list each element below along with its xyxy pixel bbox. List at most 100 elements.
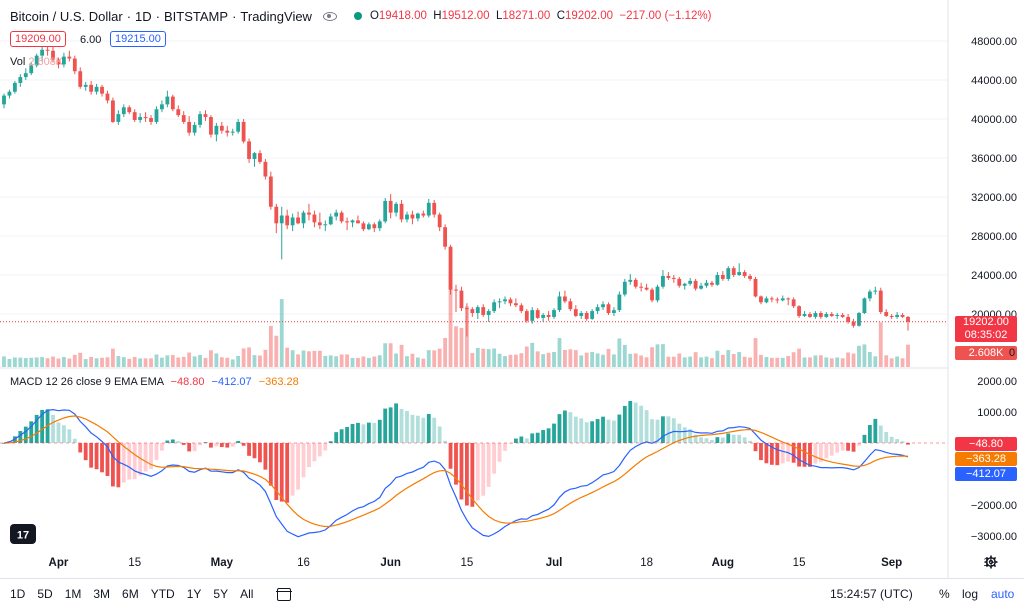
macd-hist-bar: [862, 434, 867, 443]
macd-hist-bar: [791, 443, 796, 463]
volume-bar: [818, 355, 823, 367]
volume-bar: [508, 354, 513, 367]
macd-signal-value: −363.28: [258, 376, 299, 388]
candle: [296, 217, 300, 224]
candle: [187, 121, 192, 133]
volume-bar: [791, 352, 796, 367]
volume-bar: [568, 349, 573, 367]
timeframe-all[interactable]: All: [240, 587, 254, 601]
calendar-range-icon[interactable]: [276, 587, 293, 601]
price-tick-label: 40000.00: [971, 114, 1017, 126]
volume-bar: [650, 347, 654, 367]
time-axis: Apr 15 May 16 Jun 15 Jul 18 Aug 15 Sep 19: [49, 557, 997, 569]
volume-bar: [437, 348, 442, 367]
macd-hist-bar: [644, 410, 649, 443]
macd-hist-bar: [34, 414, 39, 443]
macd-hist-bar: [851, 443, 856, 452]
volume-bar: [198, 354, 202, 367]
candle: [720, 275, 725, 279]
eye-icon[interactable]: [322, 8, 338, 24]
macd-hist-bar: [818, 443, 823, 462]
utc-clock[interactable]: 15:24:57 (UTC): [830, 587, 913, 601]
macd-hist-bar: [497, 443, 502, 462]
volume-bar: [203, 357, 208, 367]
macd-hist-bar: [94, 443, 99, 470]
sell-button[interactable]: 19209.00: [10, 31, 66, 47]
volume-bar: [252, 355, 257, 367]
macd-hist-bar: [541, 430, 546, 443]
candle: [405, 214, 409, 220]
candle: [165, 96, 170, 105]
candle: [323, 224, 328, 226]
timeframe-1d[interactable]: 1D: [10, 587, 26, 601]
candle: [808, 314, 812, 317]
volume-bar: [862, 344, 867, 367]
timeframe-5y[interactable]: 5Y: [213, 587, 229, 601]
volume-bar: [317, 350, 322, 367]
candle: [317, 222, 322, 226]
macd-hist-bar: [475, 443, 480, 501]
macd-hist-bar: [846, 443, 851, 451]
volume-bar: [274, 335, 279, 367]
macd-hist-bar: [481, 443, 486, 496]
timeframe-ytd[interactable]: YTD: [150, 587, 175, 601]
volume-bar: [388, 343, 393, 367]
auto-toggle[interactable]: auto: [991, 587, 1015, 601]
macd-hist-bar: [878, 425, 883, 443]
interval-label[interactable]: 1D: [135, 8, 152, 24]
candle: [160, 104, 164, 110]
candle: [612, 310, 616, 314]
candle: [464, 308, 469, 310]
volume-bar: [247, 347, 251, 367]
volume-bar: [878, 322, 883, 367]
volume-bar: [236, 355, 241, 367]
timeframe-1y[interactable]: 1Y: [186, 587, 202, 601]
buy-button[interactable]: 19215.00: [110, 31, 166, 47]
volume-bar: [715, 350, 720, 367]
price-tick-label: 32000.00: [971, 192, 1017, 204]
volume-bar: [546, 352, 551, 367]
macd-hist-bar: [546, 428, 551, 443]
macd-hist-bar: [160, 443, 164, 451]
macd-hist-bar: [334, 432, 339, 443]
macd-hist-bar: [867, 424, 872, 443]
candle: [786, 298, 791, 300]
candle: [552, 310, 556, 317]
timeframe-5d[interactable]: 5D: [37, 587, 53, 601]
volume-bar: [356, 357, 360, 367]
candle: [639, 286, 644, 288]
candle: [40, 49, 45, 56]
macd-hist-bar: [100, 443, 104, 473]
volume-bar: [12, 357, 17, 367]
macd-hist-bar: [775, 443, 780, 466]
volume-bar: [563, 349, 567, 367]
candle: [824, 314, 829, 317]
macd-hist-bar: [742, 437, 747, 443]
macd-hist-bar: [492, 443, 497, 474]
candle: [454, 289, 458, 291]
timeframe-1m[interactable]: 1M: [64, 587, 82, 601]
timeframe-3m[interactable]: 3M: [93, 587, 111, 601]
macd-hist-bar: [247, 443, 251, 456]
macd-hist-bar: [301, 443, 306, 478]
candle: [573, 309, 578, 316]
candle: [279, 215, 284, 224]
gear-icon[interactable]: [984, 555, 998, 569]
volume-bar: [268, 325, 273, 367]
candle: [94, 86, 99, 92]
volume-bar: [633, 353, 638, 367]
macd-hist-bar: [127, 443, 132, 480]
macd-hist-bar: [704, 438, 709, 443]
candle: [726, 268, 731, 279]
symbol-name[interactable]: Bitcoin / U.S. Dollar: [10, 8, 123, 24]
log-toggle[interactable]: log: [962, 587, 979, 601]
timeframe-6m[interactable]: 6M: [122, 587, 139, 601]
percent-toggle[interactable]: %: [939, 587, 950, 601]
candle: [492, 302, 497, 312]
candle: [486, 311, 491, 315]
candle: [339, 212, 344, 222]
candle: [138, 117, 143, 120]
volume-bar: [448, 271, 453, 367]
candle: [383, 200, 388, 222]
